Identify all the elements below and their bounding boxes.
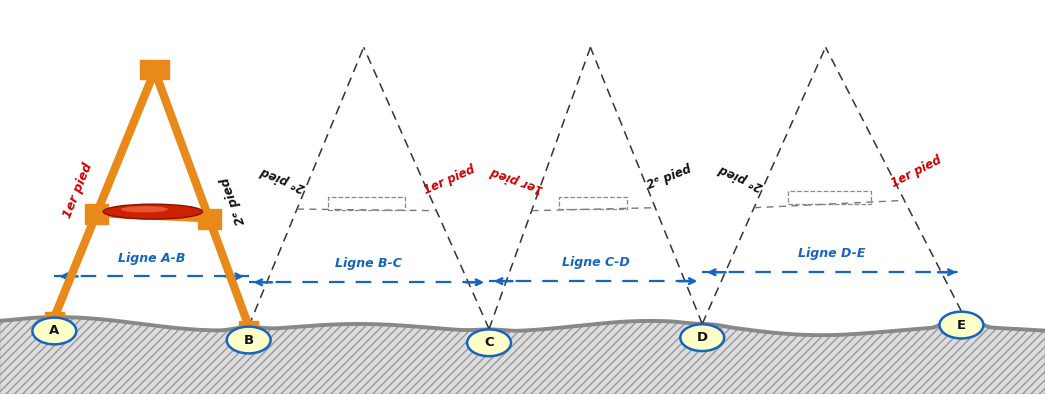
Ellipse shape bbox=[103, 204, 203, 219]
Ellipse shape bbox=[227, 327, 271, 353]
Ellipse shape bbox=[121, 206, 168, 212]
Text: 2ᵉ pied: 2ᵉ pied bbox=[645, 163, 694, 192]
Text: Ligne D-E: Ligne D-E bbox=[798, 247, 865, 260]
Text: 1er pied: 1er pied bbox=[62, 161, 95, 219]
Text: 2ᵉ pied: 2ᵉ pied bbox=[259, 164, 307, 194]
Text: Ligne C-D: Ligne C-D bbox=[562, 256, 629, 269]
Bar bbox=[140, 60, 169, 79]
Text: 2ᵉ pied: 2ᵉ pied bbox=[717, 162, 765, 193]
Ellipse shape bbox=[680, 324, 724, 351]
Text: A: A bbox=[49, 325, 60, 337]
Text: 1er pied: 1er pied bbox=[422, 163, 477, 197]
Bar bbox=[239, 321, 258, 329]
Ellipse shape bbox=[939, 312, 983, 338]
Ellipse shape bbox=[467, 329, 511, 356]
Bar bbox=[559, 197, 627, 209]
Ellipse shape bbox=[32, 318, 76, 344]
Text: Ligne A-B: Ligne A-B bbox=[118, 252, 185, 265]
Text: C: C bbox=[484, 336, 494, 349]
Text: Ligne B-C: Ligne B-C bbox=[335, 258, 402, 270]
Text: 1er pied: 1er pied bbox=[889, 153, 944, 190]
Bar bbox=[45, 312, 64, 320]
Text: E: E bbox=[957, 319, 966, 331]
Text: D: D bbox=[697, 331, 707, 344]
Bar bbox=[85, 204, 108, 224]
Bar bbox=[198, 209, 220, 229]
Text: 1er pied: 1er pied bbox=[489, 165, 544, 196]
Bar bbox=[328, 197, 405, 210]
Text: B: B bbox=[243, 334, 254, 346]
Bar bbox=[788, 191, 870, 204]
Text: 2ᵉ pied: 2ᵉ pied bbox=[218, 175, 248, 226]
